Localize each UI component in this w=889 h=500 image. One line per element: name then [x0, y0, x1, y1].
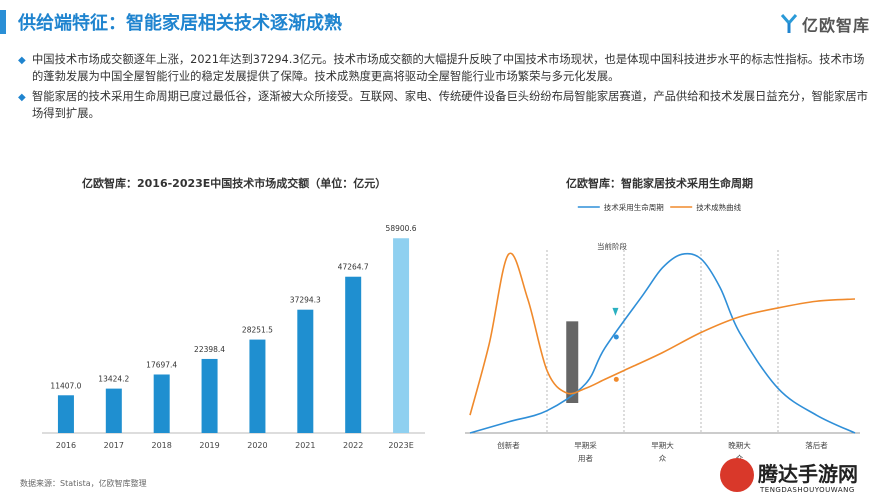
bar	[153, 374, 170, 433]
bar-chart-title: 亿欧智库：2016-2023E中国技术市场成交额（单位：亿元）	[82, 177, 387, 190]
bar-value-label: 22398.4	[194, 345, 225, 354]
current-pointer-icon	[612, 307, 619, 316]
watermark-sub-text: TENGDASHOUYOUWANG	[760, 486, 855, 494]
watermark-logo-icon	[720, 458, 754, 492]
x-tick-label: 2023E	[388, 441, 413, 450]
diamond-icon: ◆	[18, 92, 26, 103]
bullet-item: ◆ 智能家居的技术采用生命周期已度过最低谷，逐渐被大众所接受。互联网、家电、传统…	[18, 89, 868, 122]
source-note: 数据来源：Statista，亿欧智库整理	[20, 479, 147, 488]
bar	[105, 388, 122, 433]
bar-value-label: 13424.2	[98, 375, 129, 384]
x-tick-label: 2019	[199, 441, 219, 450]
x-category-label: 早期大	[651, 440, 674, 450]
adoption-marker	[613, 334, 619, 340]
x-category-label: 晚期大	[728, 440, 751, 450]
current-stage-marker	[566, 321, 579, 403]
bar-value-label: 37294.3	[290, 296, 321, 305]
legend-label: 技术采用生命周期	[604, 202, 664, 212]
x-category-label: 早期采	[574, 440, 597, 450]
watermark-main-text: 腾达手游网	[758, 462, 858, 486]
bar	[297, 309, 314, 433]
x-category-label: 用者	[578, 454, 593, 463]
maturity-curve-line	[469, 252, 856, 416]
bar-value-label: 47264.7	[338, 263, 369, 272]
bar-value-label: 58900.6	[386, 224, 417, 233]
bullet-item: ◆ 中国技术市场成交额逐年上涨，2021年达到37294.3亿元。技术市场成交额…	[18, 52, 868, 85]
bar	[201, 358, 218, 433]
x-category-label: 落后者	[805, 440, 828, 450]
bar-value-label: 28251.5	[242, 326, 273, 335]
header: 供给端特征：智能家居相关技术逐渐成熟 亿欧智库	[0, 0, 889, 44]
legend-label: 技术成熟曲线	[696, 202, 741, 212]
bullet-text: 中国技术市场成交额逐年上涨，2021年达到37294.3亿元。技术市场成交额的大…	[32, 53, 865, 83]
x-category-label: 众	[659, 454, 667, 463]
page-title: 供给端特征：智能家居相关技术逐渐成熟	[18, 13, 342, 34]
x-category-label: 创新者	[497, 440, 520, 450]
current-stage-annotation: 当前阶段	[597, 241, 627, 251]
x-tick-label: 2020	[247, 441, 267, 450]
brand-logo: 亿欧智库	[780, 12, 870, 36]
logo-text: 亿欧智库	[802, 16, 871, 35]
site-watermark: 腾达手游网 TENGDASHOUYOUWANG	[720, 456, 885, 500]
x-tick-label: 2017	[104, 441, 124, 450]
diamond-icon: ◆	[18, 55, 26, 66]
line-chart-title: 亿欧智库：智能家居技术采用生命周期	[566, 177, 753, 190]
logo-icon	[780, 14, 798, 33]
x-tick-label: 2016	[56, 441, 76, 450]
x-tick-label: 2021	[295, 441, 315, 450]
maturity-marker	[613, 376, 619, 382]
bar	[345, 276, 362, 433]
x-tick-label: 2022	[343, 441, 363, 450]
bar	[249, 339, 266, 433]
adoption-lifecycle-line	[469, 252, 856, 434]
bar-value-label: 11407.0	[50, 381, 81, 390]
bullet-text: 智能家居的技术采用生命周期已度过最低谷，逐渐被大众所接受。互联网、家电、传统硬件…	[32, 90, 868, 120]
bar-value-label: 17697.4	[146, 360, 177, 369]
x-tick-label: 2018	[152, 441, 172, 450]
title-accent-bar	[0, 10, 6, 34]
bar	[393, 238, 410, 433]
bullet-list: ◆ 中国技术市场成交额逐年上涨，2021年达到37294.3亿元。技术市场成交额…	[18, 52, 868, 126]
bar	[57, 395, 74, 433]
